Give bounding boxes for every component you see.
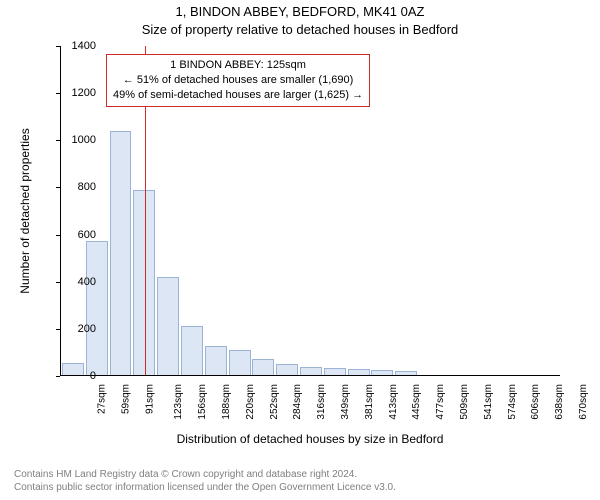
y-tick-mark: [56, 329, 60, 330]
x-tick-label: 91sqm: [144, 384, 155, 414]
bar: [252, 359, 274, 376]
x-tick-label: 220sqm: [245, 384, 256, 420]
bar: [300, 367, 322, 375]
bar: [229, 350, 251, 375]
x-tick-label: 123sqm: [173, 384, 184, 420]
y-tick-mark: [56, 140, 60, 141]
y-tick-label: 200: [78, 323, 96, 335]
x-tick-label: 59sqm: [120, 384, 131, 414]
y-tick-label: 1000: [72, 134, 96, 146]
bar: [276, 364, 298, 375]
page-title-address: 1, BINDON ABBEY, BEDFORD, MK41 0AZ: [0, 4, 600, 19]
x-tick-label: 670sqm: [578, 384, 589, 420]
bar: [133, 190, 155, 375]
footer-line-2: Contains public sector information licen…: [14, 481, 396, 494]
y-tick-label: 1400: [72, 40, 96, 52]
x-axis-label: Distribution of detached houses by size …: [60, 432, 560, 446]
annotation-line-1: 1 BINDON ABBEY: 125sqm: [113, 58, 363, 73]
x-tick-label: 381sqm: [364, 384, 375, 420]
bar: [181, 326, 203, 376]
bar: [157, 277, 179, 375]
x-tick-label: 574sqm: [507, 384, 518, 420]
x-tick-label: 445sqm: [412, 384, 423, 420]
y-tick-label: 400: [78, 276, 96, 288]
y-tick-mark: [56, 282, 60, 283]
x-tick-label: 638sqm: [554, 384, 565, 420]
annotation-line-2: ← 51% of detached houses are smaller (1,…: [113, 73, 363, 88]
x-tick-label: 156sqm: [197, 384, 208, 420]
y-tick-label: 800: [78, 181, 96, 193]
x-tick-label: 349sqm: [340, 384, 351, 420]
bar: [62, 363, 84, 375]
x-tick-label: 27sqm: [96, 384, 107, 414]
x-tick-label: 509sqm: [459, 384, 470, 420]
bar: [395, 371, 417, 375]
x-tick-label: 316sqm: [316, 384, 327, 420]
y-tick-mark: [56, 376, 60, 377]
chart-annotation-box: 1 BINDON ABBEY: 125sqm ← 51% of detached…: [106, 54, 370, 107]
y-axis-label: Number of detached properties: [18, 46, 32, 376]
footer-line-1: Contains HM Land Registry data © Crown c…: [14, 468, 396, 481]
y-tick-label: 0: [90, 370, 96, 382]
bar: [371, 370, 393, 375]
bar: [348, 369, 370, 375]
y-tick-label: 1200: [72, 87, 96, 99]
footer-attribution: Contains HM Land Registry data © Crown c…: [14, 468, 396, 494]
x-tick-label: 606sqm: [531, 384, 542, 420]
x-tick-label: 477sqm: [435, 384, 446, 420]
annotation-line-3: 49% of semi-detached houses are larger (…: [113, 88, 363, 103]
x-tick-label: 284sqm: [292, 384, 303, 420]
y-tick-mark: [56, 235, 60, 236]
bar: [86, 241, 108, 375]
bar: [205, 346, 227, 375]
x-tick-label: 413sqm: [388, 384, 399, 420]
y-tick-mark: [56, 187, 60, 188]
x-tick-label: 188sqm: [221, 384, 232, 420]
bar: [110, 131, 132, 375]
x-tick-label: 252sqm: [269, 384, 280, 420]
y-tick-mark: [56, 93, 60, 94]
y-tick-mark: [56, 46, 60, 47]
page-title-sub: Size of property relative to detached ho…: [0, 22, 600, 37]
y-tick-label: 600: [78, 229, 96, 241]
x-tick-label: 541sqm: [483, 384, 494, 420]
bar: [324, 368, 346, 375]
